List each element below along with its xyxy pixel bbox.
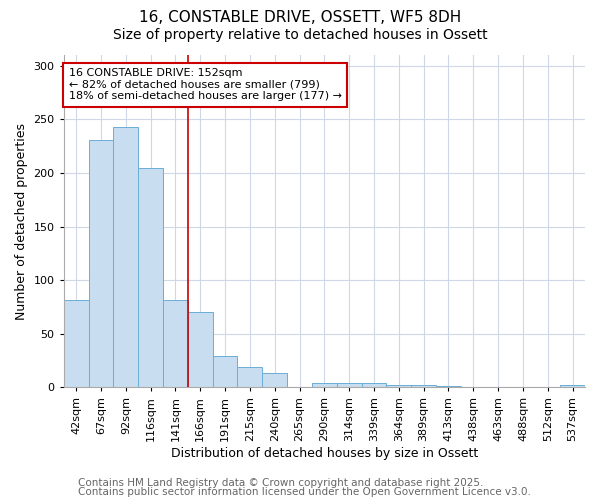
Bar [163,300,188,388]
Text: 16, CONSTABLE DRIVE, OSSETT, WF5 8DH: 16, CONSTABLE DRIVE, OSSETT, WF5 8DH [139,10,461,25]
Bar [64,300,89,388]
Text: Size of property relative to detached houses in Ossett: Size of property relative to detached ho… [113,28,487,42]
Text: Contains public sector information licensed under the Open Government Licence v3: Contains public sector information licen… [78,487,531,497]
Bar [212,356,238,388]
Bar [113,127,138,388]
Bar [89,140,113,388]
Bar [362,383,386,388]
Bar [337,383,362,388]
X-axis label: Distribution of detached houses by size in Ossett: Distribution of detached houses by size … [171,447,478,460]
Bar [436,386,461,388]
Y-axis label: Number of detached properties: Number of detached properties [15,122,28,320]
Text: 16 CONSTABLE DRIVE: 152sqm
← 82% of detached houses are smaller (799)
18% of sem: 16 CONSTABLE DRIVE: 152sqm ← 82% of deta… [69,68,342,102]
Bar [238,367,262,388]
Bar [138,168,163,388]
Bar [188,312,212,388]
Bar [312,383,337,388]
Bar [411,385,436,388]
Bar [386,385,411,388]
Text: Contains HM Land Registry data © Crown copyright and database right 2025.: Contains HM Land Registry data © Crown c… [78,478,484,488]
Bar [262,374,287,388]
Bar [560,385,585,388]
